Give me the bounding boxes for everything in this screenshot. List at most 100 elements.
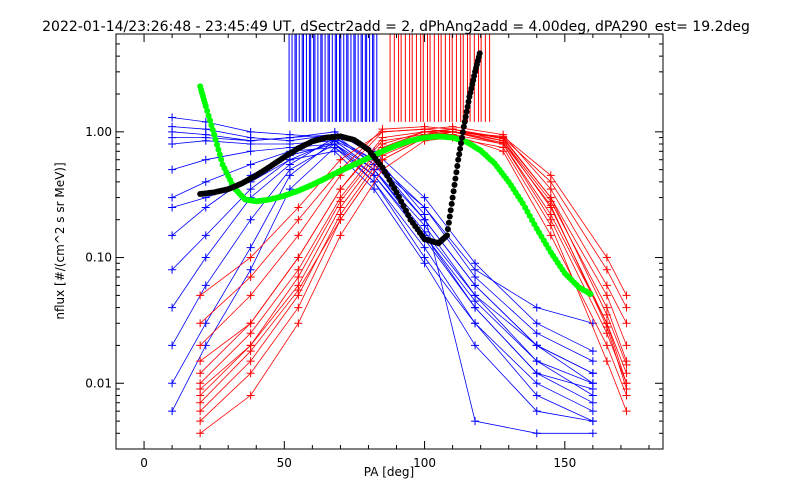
blue-spectra-point bbox=[168, 379, 177, 388]
red-spectra-point bbox=[602, 265, 611, 274]
red-spectra-point bbox=[294, 203, 303, 212]
green-fit-dot bbox=[212, 136, 219, 143]
black-fit-dot bbox=[458, 140, 464, 147]
y-tick-label: 0.10 bbox=[85, 251, 112, 265]
red-spectra-point bbox=[196, 417, 205, 426]
red-spectra-point bbox=[622, 407, 631, 416]
green-fit-dot bbox=[218, 156, 225, 163]
blue-spectra-point bbox=[471, 417, 480, 426]
blue-spectra-point bbox=[168, 231, 177, 240]
blue-spectra-point bbox=[532, 391, 541, 400]
red-spectra-point bbox=[378, 127, 387, 136]
x-axis-ticks: 0 50 100 150 bbox=[140, 34, 650, 470]
green-fit-dot bbox=[215, 146, 222, 153]
red-spectra-point bbox=[196, 398, 205, 407]
blue-spectra-point bbox=[201, 253, 210, 262]
chart-title: 2022-01-14/23:26:48 - 23:45:49 UT, dSect… bbox=[42, 19, 750, 35]
red-spectra-point bbox=[336, 231, 345, 240]
blue-spectra-point bbox=[471, 265, 480, 274]
black-fit-dot bbox=[449, 194, 456, 201]
red-spectra-point bbox=[602, 303, 611, 312]
blue-spectra-point bbox=[168, 203, 177, 212]
blue-spectra-point bbox=[588, 379, 597, 388]
blue-spectra-point bbox=[246, 160, 255, 169]
blue-spectra-point bbox=[285, 133, 294, 142]
blue-spectra-point bbox=[420, 210, 429, 219]
blue-spectra-point bbox=[246, 215, 255, 224]
black-fit-dot bbox=[445, 219, 452, 226]
red-spectra-point bbox=[546, 221, 555, 230]
black-fit-dot bbox=[463, 108, 470, 115]
red-spectra-point bbox=[246, 391, 255, 400]
fits-layer bbox=[197, 50, 594, 297]
blue-spectra-point bbox=[168, 303, 177, 312]
blue-spectra-point bbox=[588, 347, 597, 356]
blue-spectra-point bbox=[246, 185, 255, 194]
blue-spectra-point bbox=[285, 171, 294, 180]
blue-spectra-line bbox=[171, 140, 594, 384]
blue-spectra-point bbox=[420, 193, 429, 202]
red-spectra-point bbox=[602, 310, 611, 319]
red-spectra-point bbox=[602, 341, 611, 350]
red-spectra-point bbox=[196, 429, 205, 438]
red-spectra-point bbox=[196, 369, 205, 378]
black-fit-dot bbox=[455, 156, 462, 163]
red-spectra-point bbox=[546, 185, 555, 194]
blue-spectra-point bbox=[532, 407, 541, 416]
blue-spectra-point bbox=[471, 297, 480, 306]
blue-spectra-point bbox=[168, 127, 177, 136]
y-tick-label: 0.01 bbox=[85, 376, 112, 390]
green-fit-dot bbox=[202, 103, 209, 110]
blue-spectra-point bbox=[201, 231, 210, 240]
top-markers-layer bbox=[288, 34, 491, 122]
blue-spectra-point bbox=[420, 259, 429, 268]
red-spectra-point bbox=[378, 136, 387, 145]
x-tick-label: 100 bbox=[413, 456, 436, 470]
y-axis-label: nflux [#/(cm^2 s sr MeV)] bbox=[53, 162, 67, 319]
black-fit-dot bbox=[444, 232, 450, 239]
blue-spectra-point bbox=[471, 273, 480, 282]
red-spectra-point bbox=[196, 291, 205, 300]
red-spectra-point bbox=[246, 329, 255, 338]
black-fit-dot bbox=[400, 203, 407, 209]
red-spectra-point bbox=[196, 319, 205, 328]
red-spectra-point bbox=[196, 341, 205, 350]
red-spectra-point bbox=[294, 273, 303, 282]
blue-spectra-point bbox=[168, 113, 177, 122]
blue-spectra-point bbox=[168, 265, 177, 274]
black-fit-dot bbox=[453, 169, 460, 176]
black-fit-dot bbox=[402, 207, 409, 214]
blue-spectra-point bbox=[588, 417, 597, 426]
black-fit-dot bbox=[393, 189, 400, 196]
red-spectra-point bbox=[294, 303, 303, 312]
red-spectra-point bbox=[546, 210, 555, 219]
red-spectra-point bbox=[546, 171, 555, 180]
red-spectra-point bbox=[622, 369, 631, 378]
green-fit-dot bbox=[205, 112, 212, 119]
green-fit-dot bbox=[587, 291, 594, 297]
blue-spectra-point bbox=[532, 357, 541, 366]
black-fit-dot bbox=[451, 181, 458, 188]
red-spectra-point bbox=[602, 291, 611, 300]
blue-spectra-line bbox=[171, 143, 594, 396]
red-spectra-point bbox=[622, 360, 631, 369]
red-spectra-point bbox=[499, 138, 508, 147]
red-spectra-point bbox=[294, 265, 303, 274]
blue-spectra-point bbox=[201, 177, 210, 186]
red-spectra-point bbox=[602, 323, 611, 332]
black-fit-dot bbox=[395, 193, 402, 200]
blue-spectra-point bbox=[201, 155, 210, 164]
black-fit-dot bbox=[461, 118, 468, 125]
x-tick-label: 0 bbox=[140, 456, 148, 470]
red-spectra-point bbox=[602, 253, 611, 262]
red-spectra-point bbox=[294, 319, 303, 328]
blue-spectra-point bbox=[532, 379, 541, 388]
red-spectra-point bbox=[294, 231, 303, 240]
blue-spectra-line bbox=[171, 143, 594, 390]
black-fit-dot bbox=[459, 129, 466, 136]
green-fit-dot bbox=[204, 107, 211, 114]
blue-spectra-point bbox=[201, 281, 210, 290]
blue-spectra-point bbox=[168, 193, 177, 202]
y-tick-label: 1.00 bbox=[85, 125, 112, 139]
blue-spectra-point bbox=[532, 429, 541, 438]
